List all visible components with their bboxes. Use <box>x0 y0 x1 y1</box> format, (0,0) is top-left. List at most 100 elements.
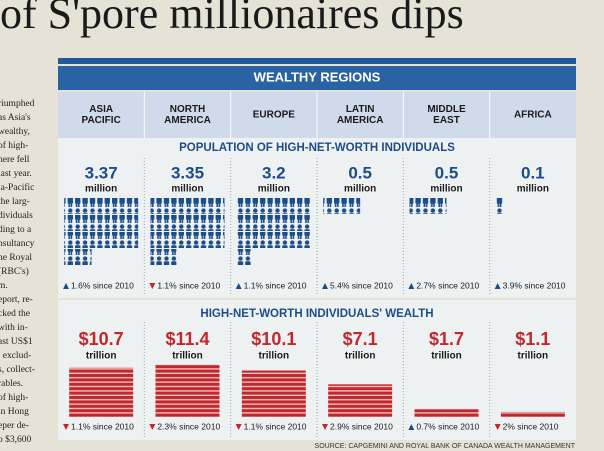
wealth-value: $10.1 <box>251 329 296 349</box>
population-change: 3.9% since 2010 <box>503 280 566 290</box>
population-unit: million <box>430 184 462 195</box>
population-icons <box>64 198 139 265</box>
wealth-unit: trillion <box>172 351 203 362</box>
side-text: ia-Pacific <box>0 182 34 193</box>
icon-row <box>150 249 177 265</box>
side-text: , exclud- <box>0 351 31 361</box>
change-arrow <box>408 424 415 430</box>
wealth-unit: trillion <box>345 351 376 362</box>
wealth-bar <box>500 411 565 417</box>
wealth-change: 2% since 2010 <box>503 421 559 431</box>
population-value: 0.1 <box>521 163 545 182</box>
region-name: MIDDLE <box>427 104 466 115</box>
side-text: in Hong <box>0 407 29 417</box>
population-icons <box>495 198 504 214</box>
change-arrow <box>322 424 328 430</box>
wealth-value: $11.4 <box>165 329 209 349</box>
side-text: of high- <box>0 140 28 151</box>
wealth-change: 1.1% since 2010 <box>71 421 134 431</box>
region-name: EUROPE <box>253 110 296 121</box>
region-name: PACIFIC <box>82 115 121 126</box>
side-text: o $3,600 <box>0 434 32 445</box>
side-text: eper de- <box>0 421 29 431</box>
side-text: (RBC's) <box>0 266 29 277</box>
wealth-value: $1.7 <box>429 329 464 349</box>
wealth-change: 1.1% since 2010 <box>244 421 307 431</box>
change-arrow <box>235 424 242 430</box>
side-text: here fell <box>0 154 30 165</box>
population-change: 1.6% since 2010 <box>71 280 134 290</box>
change-arrow <box>494 424 501 430</box>
side-text: rables. <box>0 379 23 389</box>
icon-row <box>64 249 92 265</box>
wealth-bar <box>69 367 134 417</box>
icon-row <box>150 215 225 231</box>
population-title: POPULATION OF HIGH-NET-WORTH INDIVIDUALS <box>179 142 455 154</box>
population-change: 5.4% since 2010 <box>330 280 393 290</box>
icon-row <box>409 198 447 214</box>
wealth-title: HIGH-NET-WORTH INDIVIDUALS' WEALTH <box>200 308 433 320</box>
population-value: 3.35 <box>171 163 204 182</box>
side-text: cked the <box>0 309 30 319</box>
banner-title: WEALTHY REGIONS <box>254 69 381 84</box>
region-name: AFRICA <box>514 110 552 121</box>
region-name: NORTH <box>170 104 206 115</box>
top-rule <box>58 58 576 64</box>
population-unit: million <box>171 184 203 195</box>
change-arrow <box>322 283 328 289</box>
icon-row <box>150 198 225 214</box>
banner <box>58 66 576 90</box>
wealth-unit: trillion <box>431 351 462 362</box>
population-value: 3.2 <box>262 163 286 182</box>
population-icons <box>323 198 361 214</box>
source: SOURCE: CAPGEMINI AND ROYAL BANK OF CANA… <box>315 443 576 450</box>
wealth-bar <box>414 409 479 417</box>
wealth-bar <box>328 384 393 417</box>
icon-row <box>64 232 139 248</box>
icon-row <box>236 232 311 248</box>
change-arrow <box>149 283 156 289</box>
region-name: EAST <box>433 115 460 126</box>
change-arrow <box>63 424 69 430</box>
wealth-change: 2.9% since 2010 <box>330 421 393 431</box>
headline: of S'pore millionaires dips <box>0 0 464 38</box>
population-icons <box>409 198 447 214</box>
icon-row <box>64 215 139 231</box>
icon-row <box>236 215 311 231</box>
population-unit: million <box>258 184 290 195</box>
side-text: ding to a <box>0 225 32 235</box>
population-value: 3.37 <box>85 163 118 182</box>
side-text: eport, re- <box>0 295 33 305</box>
side-text: riumphed <box>0 99 35 109</box>
population-unit: million <box>517 184 549 195</box>
wealth-unit: trillion <box>86 351 117 362</box>
wealth-value: $7.1 <box>343 329 378 349</box>
change-arrow <box>408 283 415 289</box>
wealth-value: $1.1 <box>515 329 550 349</box>
wealth-change: 0.7% since 2010 <box>416 421 479 431</box>
side-text: dividuals <box>0 211 33 221</box>
wealth-unit: trillion <box>259 351 290 362</box>
region-name: ASIA <box>89 104 113 115</box>
side-text: with in- <box>0 323 28 333</box>
wealth-bar <box>155 364 220 417</box>
icon-row <box>323 198 361 214</box>
icon-row <box>236 198 311 214</box>
region-name: AMERICA <box>337 115 384 126</box>
side-text: m. <box>0 281 8 291</box>
wealth-value: $10.7 <box>79 329 124 349</box>
side-text: the larg- <box>0 197 30 207</box>
region-name: LATIN <box>346 104 375 115</box>
side-text: nsultancy <box>0 239 35 249</box>
population-change: 1.1% since 2010 <box>244 280 307 290</box>
population-unit: million <box>344 184 376 195</box>
population-unit: million <box>85 184 117 195</box>
side-text: wealthy, <box>0 127 30 137</box>
population-value: 0.5 <box>435 163 459 182</box>
region-name: AMERICA <box>164 115 211 126</box>
icon-row <box>495 198 504 214</box>
side-text: he Royal <box>0 253 32 263</box>
wealth-change: 2.3% since 2010 <box>157 421 220 431</box>
